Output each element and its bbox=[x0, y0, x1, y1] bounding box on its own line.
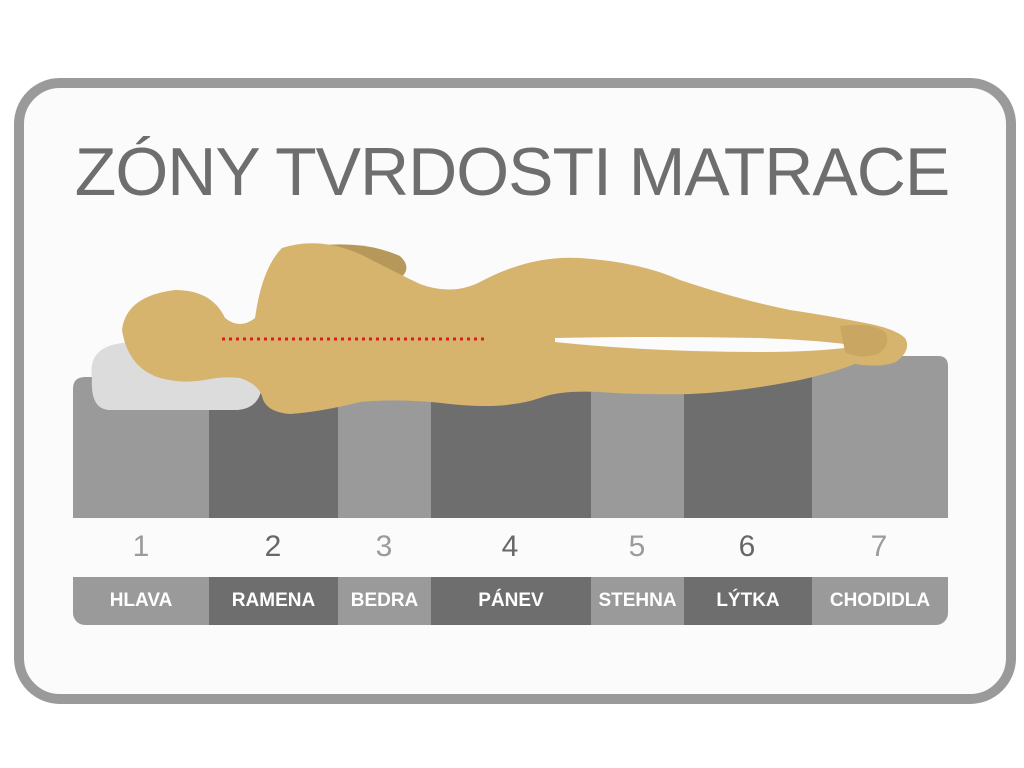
diagram-title: ZÓNY TVRDOSTI MATRACE bbox=[74, 134, 950, 210]
mattress-zone-7 bbox=[812, 356, 948, 518]
sleeping-person bbox=[122, 243, 908, 414]
zone-label-2: RAMENA bbox=[209, 577, 338, 625]
zone-number-4: 4 bbox=[501, 530, 519, 563]
zone-number-6: 6 bbox=[738, 530, 756, 563]
zone-number-7: 7 bbox=[870, 530, 888, 563]
zone-label-7: CHODIDLA bbox=[812, 577, 948, 625]
mattress-zone-1 bbox=[73, 377, 209, 518]
arm-gap bbox=[555, 337, 860, 352]
zone-label-5: STEHNA bbox=[591, 577, 684, 625]
zone-label-6: LÝTKA bbox=[684, 577, 812, 625]
zone-number-5: 5 bbox=[628, 530, 646, 563]
zone-label-bar: HLAVA RAMENA BEDRA PÁNEV STEHNA LÝTKA CH… bbox=[73, 577, 948, 625]
mattress-zone-5 bbox=[591, 377, 684, 518]
zone-label-3: BEDRA bbox=[338, 577, 431, 625]
mattress-zone-6 bbox=[684, 377, 812, 518]
hand bbox=[840, 324, 888, 357]
zone-label-4: PÁNEV bbox=[431, 577, 591, 625]
zone-number-1: 1 bbox=[132, 530, 150, 563]
zone-number-2: 2 bbox=[264, 530, 282, 563]
body bbox=[122, 243, 908, 414]
zone-label-1: HLAVA bbox=[73, 577, 209, 625]
zone-number-3: 3 bbox=[375, 530, 393, 563]
